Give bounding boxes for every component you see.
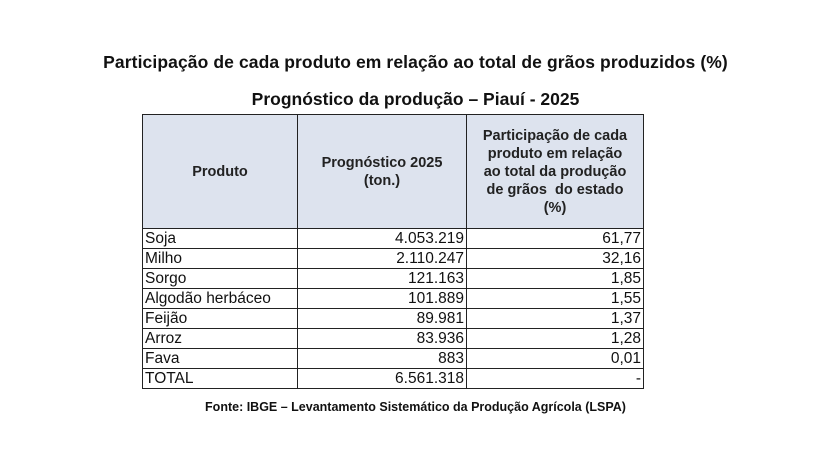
header-participacao-line: Participação de cada (482, 127, 628, 144)
cell-prognostico: 101.889 (297, 288, 467, 309)
table-row: Fava 883 0,01 (142, 348, 644, 369)
header-participacao-line: produto em relação (487, 145, 623, 162)
cell-prognostico: 883 (297, 348, 467, 369)
header-produto-label: Produto (192, 163, 248, 180)
cell-produto: Feijão (142, 308, 298, 329)
header-prognostico-label: Prognóstico 2025 (ton.) (298, 154, 466, 190)
table-row: Sorgo 121.163 1,85 (142, 268, 644, 289)
source-note: Fonte: IBGE – Levantamento Sistemático d… (205, 400, 626, 414)
header-participacao-line: ao total da produção (483, 163, 627, 180)
cell-prognostico: 83.936 (297, 328, 467, 349)
cell-prognostico: 4.053.219 (297, 228, 467, 249)
cell-produto: Sorgo (142, 268, 298, 289)
table-header: Produto Prognóstico 2025 (ton.) Particip… (142, 114, 644, 229)
table-body: Soja 4.053.219 61,77 Milho 2.110.247 32,… (142, 228, 644, 389)
table-row: Feijão 89.981 1,37 (142, 308, 644, 329)
header-participacao-line: de grãos do estado (486, 181, 624, 198)
cell-produto: TOTAL (142, 368, 298, 389)
header-prognostico: Prognóstico 2025 (ton.) (297, 114, 467, 229)
table-total-row: TOTAL 6.561.318 - (142, 368, 644, 389)
data-table: Produto Prognóstico 2025 (ton.) Particip… (142, 114, 644, 389)
header-prognostico-line: (ton.) (363, 172, 401, 189)
chart-title: Participação de cada produto em relação … (103, 52, 728, 72)
cell-participacao: 61,77 (466, 228, 644, 249)
table-row: Milho 2.110.247 32,16 (142, 248, 644, 269)
cell-produto: Arroz (142, 328, 298, 349)
cell-participacao: 1,85 (466, 268, 644, 289)
cell-produto: Algodão herbáceo (142, 288, 298, 309)
header-prognostico-line: Prognóstico 2025 (321, 154, 443, 171)
cell-participacao: 1,28 (466, 328, 644, 349)
cell-participacao: 1,37 (466, 308, 644, 329)
header-participacao-line: (%) (543, 199, 567, 216)
header-row: Produto Prognóstico 2025 (ton.) Particip… (142, 114, 644, 229)
table-row: Soja 4.053.219 61,77 (142, 228, 644, 249)
cell-prognostico: 2.110.247 (297, 248, 467, 269)
cell-participacao: 32,16 (466, 248, 644, 269)
table-row: Algodão herbáceo 101.889 1,55 (142, 288, 644, 309)
cell-participacao: - (466, 368, 644, 389)
header-participacao-label: Participação de cada produto em relação … (467, 127, 643, 217)
cell-prognostico: 89.981 (297, 308, 467, 329)
cell-prognostico: 6.561.318 (297, 368, 467, 389)
cell-produto: Fava (142, 348, 298, 369)
cell-prognostico: 121.163 (297, 268, 467, 289)
cell-produto: Soja (142, 228, 298, 249)
table-row: Arroz 83.936 1,28 (142, 328, 644, 349)
chart-subtitle: Prognóstico da produção – Piauí - 2025 (251, 89, 580, 109)
cell-participacao: 1,55 (466, 288, 644, 309)
header-participacao: Participação de cada produto em relação … (466, 114, 644, 229)
cell-participacao: 0,01 (466, 348, 644, 369)
cell-produto: Milho (142, 248, 298, 269)
header-produto: Produto (142, 114, 298, 229)
